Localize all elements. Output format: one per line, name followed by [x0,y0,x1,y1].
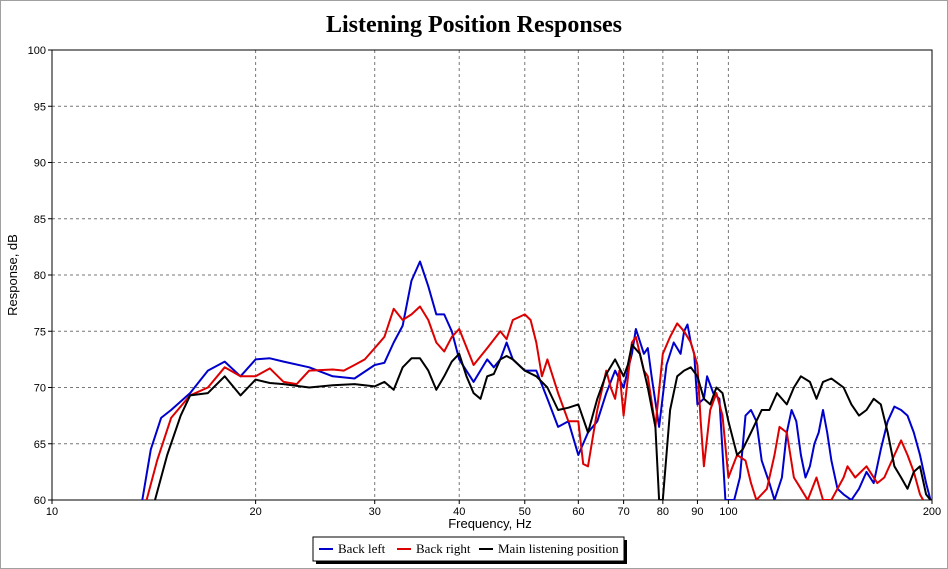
x-tick-label-90: 90 [691,506,703,518]
x-tick-label-40: 40 [453,506,465,518]
x-tick-label-20: 20 [249,506,261,518]
series-line-3 [154,343,932,500]
x-axis-label: Frequency, Hz [448,516,532,531]
legend-label-3: Main listening position [498,541,619,556]
x-tick-label-80: 80 [657,506,669,518]
legend-label-2: Back right [416,541,471,556]
y-axis-label: Response, dB [5,234,20,316]
y-tick-label-70: 70 [34,383,46,395]
x-tick-label-100: 100 [719,506,737,518]
axis-ticks: 10 20 30 40 50 60 70 80 90 100 200 60 65 70 75 80 85 90 95… [28,45,942,518]
x-tick-label-10: 10 [46,506,58,518]
y-tick-label-65: 65 [34,439,46,451]
y-tick-label-90: 90 [34,158,46,170]
legend: Back left Back right Main listening positi… [312,536,627,564]
legend-label-1: Back left [338,541,386,556]
y-tick-label-80: 80 [34,270,46,282]
x-tick-label-30: 30 [369,506,381,518]
series-line-2 [145,305,924,500]
x-tick-label-60: 60 [572,506,584,518]
y-tick-label-85: 85 [34,214,46,226]
x-tick-label-70: 70 [617,506,629,518]
series-lines [141,260,932,500]
x-tick-label-50: 50 [519,506,531,518]
x-tick-label-200: 200 [923,506,941,518]
chart-title: Listening Position Responses [326,12,622,38]
y-tick-label-100: 100 [28,45,46,57]
grid [52,50,932,500]
y-tick-label-75: 75 [34,326,46,338]
legend-box [312,536,625,562]
series-line-1 [141,260,932,500]
y-tick-label-60: 60 [34,495,46,507]
y-tick-label-95: 95 [34,101,46,113]
